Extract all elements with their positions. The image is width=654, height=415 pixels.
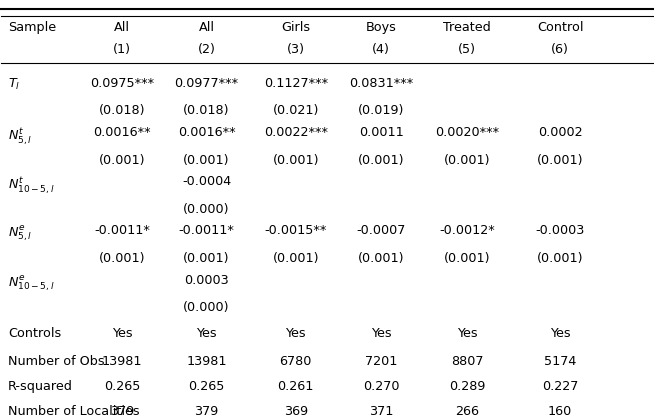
Text: Yes: Yes bbox=[456, 327, 477, 340]
Text: Girls: Girls bbox=[281, 22, 310, 34]
Text: Yes: Yes bbox=[371, 327, 391, 340]
Text: (0.001): (0.001) bbox=[273, 251, 319, 265]
Text: (0.001): (0.001) bbox=[183, 154, 230, 166]
Text: 0.1127***: 0.1127*** bbox=[264, 77, 328, 90]
Text: 379: 379 bbox=[110, 405, 134, 415]
Text: 0.289: 0.289 bbox=[449, 380, 485, 393]
Text: 0.261: 0.261 bbox=[277, 380, 314, 393]
Text: Yes: Yes bbox=[285, 327, 306, 340]
Text: 0.0003: 0.0003 bbox=[184, 273, 229, 287]
Text: Sample: Sample bbox=[8, 22, 56, 34]
Text: (0.001): (0.001) bbox=[99, 251, 145, 265]
Text: (4): (4) bbox=[372, 43, 390, 56]
Text: (0.001): (0.001) bbox=[183, 251, 230, 265]
Text: Yes: Yes bbox=[196, 327, 217, 340]
Text: 379: 379 bbox=[194, 405, 218, 415]
Text: -0.0011*: -0.0011* bbox=[94, 225, 150, 237]
Text: 371: 371 bbox=[369, 405, 393, 415]
Text: Controls: Controls bbox=[8, 327, 61, 340]
Text: All: All bbox=[199, 22, 215, 34]
Text: Number of Obs: Number of Obs bbox=[8, 356, 105, 369]
Text: Control: Control bbox=[537, 22, 583, 34]
Text: (0.021): (0.021) bbox=[273, 105, 319, 117]
Text: -0.0004: -0.0004 bbox=[182, 176, 231, 188]
Text: 8807: 8807 bbox=[451, 356, 483, 369]
Text: $T_l$: $T_l$ bbox=[8, 77, 20, 93]
Text: (3): (3) bbox=[286, 43, 305, 56]
Text: (1): (1) bbox=[113, 43, 131, 56]
Text: 160: 160 bbox=[548, 405, 572, 415]
Text: (0.000): (0.000) bbox=[183, 301, 230, 314]
Text: Number of Localities: Number of Localities bbox=[8, 405, 139, 415]
Text: 0.0002: 0.0002 bbox=[538, 126, 583, 139]
Text: -0.0015**: -0.0015** bbox=[265, 225, 327, 237]
Text: (6): (6) bbox=[551, 43, 569, 56]
Text: 0.0977***: 0.0977*** bbox=[175, 77, 239, 90]
Text: 7201: 7201 bbox=[365, 356, 397, 369]
Text: -0.0011*: -0.0011* bbox=[179, 225, 235, 237]
Text: 0.0831***: 0.0831*** bbox=[349, 77, 413, 90]
Text: (5): (5) bbox=[458, 43, 476, 56]
Text: 13981: 13981 bbox=[186, 356, 227, 369]
Text: (0.001): (0.001) bbox=[537, 251, 583, 265]
Text: (0.001): (0.001) bbox=[444, 154, 490, 166]
Text: 0.0016**: 0.0016** bbox=[93, 126, 150, 139]
Text: 369: 369 bbox=[284, 405, 308, 415]
Text: Treated: Treated bbox=[443, 22, 491, 34]
Text: 0.0016**: 0.0016** bbox=[178, 126, 235, 139]
Text: (0.001): (0.001) bbox=[537, 154, 583, 166]
Text: (2): (2) bbox=[198, 43, 215, 56]
Text: -0.0007: -0.0007 bbox=[356, 225, 405, 237]
Text: Yes: Yes bbox=[112, 327, 132, 340]
Text: R-squared: R-squared bbox=[8, 380, 73, 393]
Text: $N^e_{5,l}$: $N^e_{5,l}$ bbox=[8, 225, 32, 244]
Text: 0.0020***: 0.0020*** bbox=[435, 126, 499, 139]
Text: (0.001): (0.001) bbox=[358, 154, 404, 166]
Text: 0.227: 0.227 bbox=[542, 380, 578, 393]
Text: $N^e_{10-5,l}$: $N^e_{10-5,l}$ bbox=[8, 273, 54, 293]
Text: -0.0012*: -0.0012* bbox=[439, 225, 495, 237]
Text: 266: 266 bbox=[455, 405, 479, 415]
Text: 5174: 5174 bbox=[544, 356, 576, 369]
Text: (0.018): (0.018) bbox=[183, 105, 230, 117]
Text: 0.0022***: 0.0022*** bbox=[264, 126, 328, 139]
Text: 0.265: 0.265 bbox=[104, 380, 140, 393]
Text: (0.018): (0.018) bbox=[99, 105, 145, 117]
Text: 6780: 6780 bbox=[279, 356, 312, 369]
Text: Yes: Yes bbox=[550, 327, 570, 340]
Text: -0.0003: -0.0003 bbox=[536, 225, 585, 237]
Text: $N^t_{10-5,l}$: $N^t_{10-5,l}$ bbox=[8, 176, 54, 196]
Text: (0.000): (0.000) bbox=[183, 203, 230, 216]
Text: 0.0975***: 0.0975*** bbox=[90, 77, 154, 90]
Text: (0.001): (0.001) bbox=[444, 251, 490, 265]
Text: All: All bbox=[114, 22, 130, 34]
Text: (0.001): (0.001) bbox=[358, 251, 404, 265]
Text: Boys: Boys bbox=[366, 22, 396, 34]
Text: 0.0011: 0.0011 bbox=[358, 126, 404, 139]
Text: (0.001): (0.001) bbox=[99, 154, 145, 166]
Text: 0.270: 0.270 bbox=[363, 380, 400, 393]
Text: $N^t_{5,l}$: $N^t_{5,l}$ bbox=[8, 126, 32, 147]
Text: (0.019): (0.019) bbox=[358, 105, 404, 117]
Text: 13981: 13981 bbox=[101, 356, 142, 369]
Text: 0.265: 0.265 bbox=[188, 380, 225, 393]
Text: (0.001): (0.001) bbox=[273, 154, 319, 166]
